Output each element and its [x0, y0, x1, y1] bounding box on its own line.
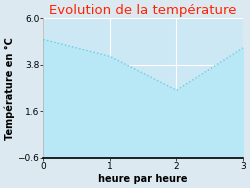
X-axis label: heure par heure: heure par heure: [98, 174, 188, 184]
Title: Evolution de la température: Evolution de la température: [50, 4, 237, 17]
Y-axis label: Température en °C: Température en °C: [4, 37, 15, 139]
